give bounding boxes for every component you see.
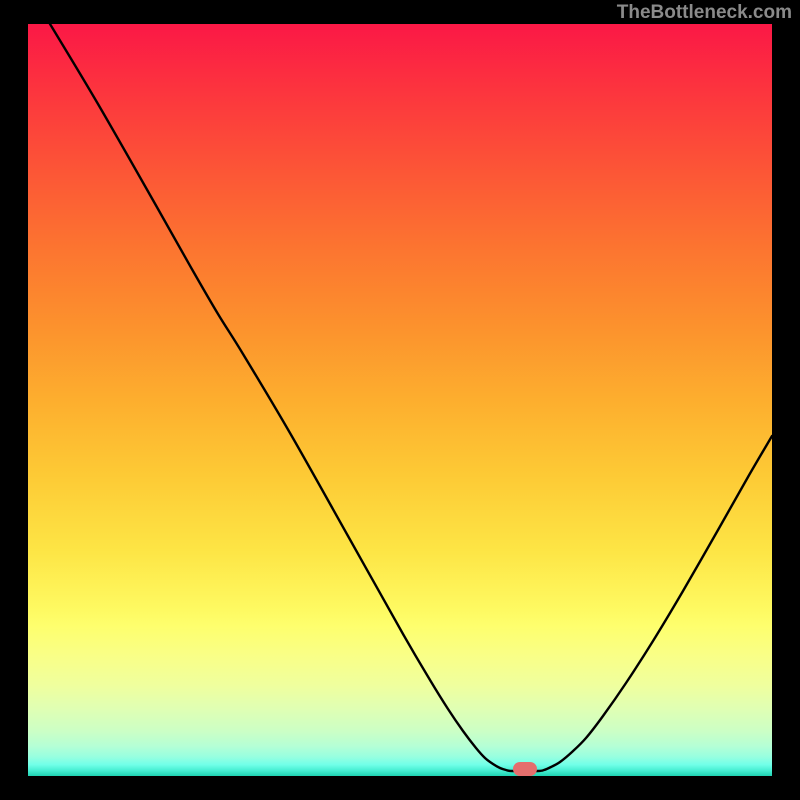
- bottleneck-curve: [28, 24, 772, 776]
- watermark-text: TheBottleneck.com: [617, 2, 792, 24]
- optimal-point-marker: [513, 762, 537, 776]
- chart-plot-area: [28, 24, 772, 776]
